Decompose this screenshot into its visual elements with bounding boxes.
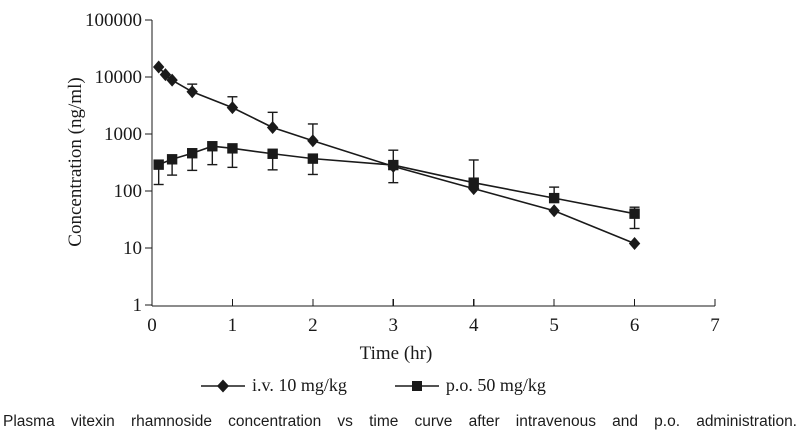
- data-point-square: [629, 208, 640, 219]
- data-point-square: [548, 192, 560, 204]
- y-tick-label: 100000: [85, 10, 142, 31]
- data-point-diamond: [307, 134, 319, 148]
- legend-item-iv: i.v. 10 mg/kg: [201, 375, 347, 396]
- data-point-square: [153, 159, 164, 170]
- y-axis-title: Concentration (ng/ml): [65, 77, 86, 247]
- x-tick-label: 7: [710, 315, 720, 336]
- data-point-square: [227, 143, 238, 154]
- data-point-square: [388, 159, 399, 171]
- data-point-diamond: [226, 101, 239, 115]
- y-tick-label: 100: [114, 181, 143, 202]
- series-line-diamond: [158, 66, 635, 245]
- x-tick-label: 0: [147, 315, 157, 336]
- x-axis-title: Time (hr): [359, 343, 433, 364]
- data-point-square: [187, 148, 198, 159]
- data-point-diamond: [166, 73, 178, 87]
- data-point-diamond: [152, 60, 165, 74]
- data-point-diamond: [628, 236, 641, 250]
- data-point-square: [307, 153, 319, 164]
- x-tick-label: 1: [228, 315, 238, 336]
- y-tick-label: 10000: [95, 67, 143, 88]
- legend-item-po: p.o. 50 mg/kg: [394, 375, 546, 396]
- x-tick-label: 5: [549, 315, 559, 336]
- x-tick-label: 4: [469, 315, 479, 336]
- diamond-marker-icon: [201, 379, 245, 392]
- data-point-square: [166, 154, 178, 165]
- square-marker-icon: [394, 380, 439, 391]
- data-point-diamond: [266, 121, 279, 135]
- data-point-square: [267, 148, 278, 159]
- data-point-diamond: [186, 85, 198, 99]
- x-tick-label: 2: [308, 315, 318, 336]
- legend-label-po: p.o. 50 mg/kg: [445, 375, 546, 395]
- x-tick-label: 3: [389, 315, 399, 336]
- data-point-square: [207, 141, 218, 152]
- legend-label-iv: i.v. 10 mg/kg: [252, 375, 347, 395]
- x-tick-label: 6: [630, 315, 640, 336]
- y-tick-label: 10: [123, 238, 142, 259]
- data-point-square: [468, 177, 479, 188]
- data-point-diamond: [159, 68, 172, 82]
- y-tick-label: 1: [133, 295, 143, 316]
- series-line-square: [158, 145, 635, 215]
- y-tick-label: 1000: [104, 124, 142, 145]
- figure-caption: Plasma vitexin rhamnoside concentration …: [3, 413, 797, 430]
- chart-legend: i.v. 10 mg/kg p.o. 50 mg/kg: [201, 375, 546, 396]
- data-point-diamond: [548, 204, 560, 218]
